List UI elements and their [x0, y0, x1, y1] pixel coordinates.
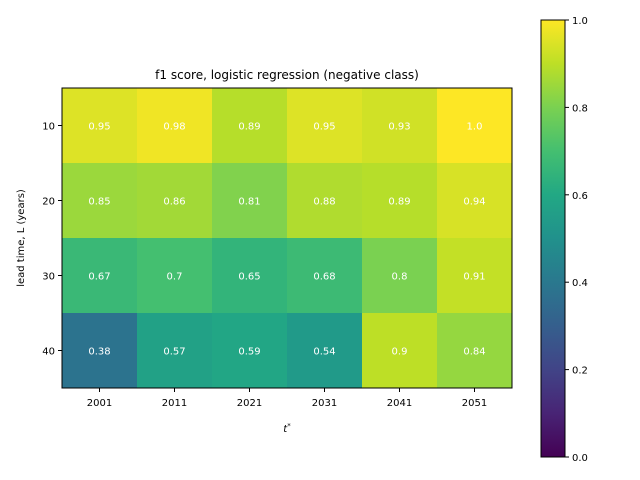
cell-value-label: 0.85: [88, 197, 110, 208]
colorbar-tick-label: 0.6: [572, 191, 588, 202]
cell-value-label: 0.95: [88, 122, 110, 133]
plot-frame: [61, 87, 513, 389]
chart-title: f1 score, logistic regression (negative …: [155, 68, 419, 82]
cell-labels: 0.95 0.98 0.89 0.95 0.93 1.0 0.85 0.86 0.81 0.88 0…: [88, 122, 485, 358]
heatmap-cell: [437, 238, 513, 314]
cell-value-label: 0.88: [313, 197, 335, 208]
cell-value-label: 0.89: [238, 122, 260, 133]
cell-value-label: 0.94: [463, 197, 485, 208]
heatmap-cells: [62, 88, 513, 389]
heatmap-cell: [212, 88, 288, 164]
heatmap-cell: [437, 88, 513, 164]
colorbar-ticks: 0.0 0.2 0.4 0.6 0.8 1.0: [565, 16, 588, 464]
cell-value-label: 0.84: [463, 347, 485, 358]
y-tick-label: 30: [42, 272, 55, 283]
x-tick-label: 2051: [462, 398, 487, 409]
colorbar-tick-label: 1.0: [572, 16, 588, 27]
x-axis-ticks: 2001 2011 2021 2031 2041 2051: [87, 388, 487, 409]
heatmap-cell: [62, 88, 138, 164]
cell-value-label: 0.81: [238, 197, 260, 208]
cell-value-label: 0.54: [313, 347, 335, 358]
y-tick-label: 40: [42, 347, 55, 358]
colorbar-tick-label: 0.8: [572, 103, 588, 114]
heatmap-cell: [212, 163, 288, 239]
cell-value-label: 0.89: [388, 197, 410, 208]
heatmap-cell: [362, 88, 438, 164]
x-axis-label: t*: [283, 422, 291, 435]
y-axis-ticks: 10 20 30 40: [42, 122, 62, 358]
cell-value-label: 0.7: [167, 272, 183, 283]
heatmap-cell: [137, 163, 213, 239]
x-tick-label: 2011: [162, 398, 187, 409]
cell-value-label: 0.57: [163, 347, 185, 358]
colorbar: [540, 19, 566, 458]
heatmap-cell: [437, 313, 513, 389]
cell-value-label: 0.98: [163, 122, 185, 133]
x-tick-label: 2031: [312, 398, 337, 409]
x-tick-label: 2001: [87, 398, 112, 409]
cell-value-label: 0.38: [88, 347, 110, 358]
heatmap-cell: [362, 313, 438, 389]
cell-value-label: 0.68: [313, 272, 335, 283]
cell-value-label: 0.9: [392, 347, 408, 358]
x-tick-label: 2021: [237, 398, 262, 409]
heatmap-cell: [62, 313, 138, 389]
cell-value-label: 0.95: [313, 122, 335, 133]
heatmap-cell: [362, 238, 438, 314]
colorbar-tick-label: 0.4: [572, 278, 588, 289]
y-tick-label: 10: [42, 122, 55, 133]
x-axis-label-main: t: [283, 424, 288, 435]
colorbar-tick-label: 0.0: [572, 453, 588, 464]
heatmap-cell: [212, 313, 288, 389]
heatmap-cell: [287, 88, 363, 164]
cell-value-label: 0.67: [88, 272, 110, 283]
cell-value-label: 0.91: [463, 272, 485, 283]
cell-value-label: 0.59: [238, 347, 260, 358]
heatmap-cell: [137, 313, 213, 389]
heatmap-cell: [212, 238, 288, 314]
heatmap-cell: [62, 238, 138, 314]
x-tick-label: 2041: [387, 398, 412, 409]
cell-value-label: 0.93: [388, 122, 410, 133]
heatmap-cell: [137, 88, 213, 164]
y-tick-label: 20: [42, 197, 55, 208]
heatmap-cell: [137, 238, 213, 314]
heatmap-cell: [362, 163, 438, 239]
heatmap-cell: [287, 313, 363, 389]
heatmap-cell: [437, 163, 513, 239]
heatmap-cell: [287, 238, 363, 314]
cell-value-label: 0.8: [392, 272, 408, 283]
cell-value-label: 0.86: [163, 197, 185, 208]
heatmap-cell: [62, 163, 138, 239]
cell-value-label: 1.0: [467, 122, 483, 133]
x-axis-label-sup: *: [287, 422, 291, 430]
heatmap-cell: [287, 163, 363, 239]
cell-value-label: 0.65: [238, 272, 260, 283]
colorbar-tick-label: 0.2: [572, 366, 588, 377]
y-axis-label: lead time, L (years): [16, 189, 27, 287]
